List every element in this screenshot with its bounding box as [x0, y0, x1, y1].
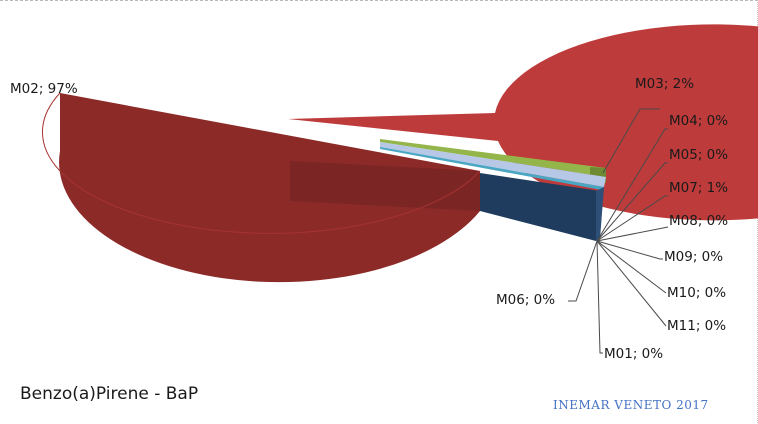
chart-credit: INEMAR VENETO 2017	[553, 398, 709, 412]
pie-slice-m02-side-shade	[290, 161, 480, 211]
label-m09: M09; 0%	[664, 249, 723, 265]
leader-m09	[596, 240, 663, 260]
leader-m11	[596, 240, 667, 327]
label-m05: M05; 0%	[669, 147, 728, 163]
label-m10: M10; 0%	[667, 285, 726, 301]
leader-m05	[596, 162, 668, 242]
leader-m06	[568, 240, 598, 302]
pie-slice-m01	[480, 173, 600, 241]
pie-slice-m05	[380, 147, 604, 190]
pie-slice-m02-rim	[41, 92, 481, 234]
label-m06: M06; 0%	[496, 292, 555, 308]
label-m02: M02; 97%	[10, 81, 78, 97]
leader-m04	[596, 128, 668, 242]
label-m04: M04; 0%	[669, 113, 728, 129]
label-m03: M03; 2%	[635, 76, 694, 92]
leader-m01	[596, 240, 603, 354]
label-m07: M07; 1%	[669, 180, 728, 196]
pie-slice-m02-side	[59, 93, 480, 283]
leader-m07	[596, 195, 668, 242]
pie-slice-m03	[380, 139, 606, 177]
label-m08: M08; 0%	[669, 213, 728, 229]
pie-slice-m02	[288, 24, 758, 221]
pie-slice-m07	[380, 142, 606, 187]
label-m11: M11; 0%	[667, 318, 726, 334]
leader-lines	[568, 108, 669, 354]
label-m01: M01; 0%	[604, 346, 663, 362]
leader-m08	[596, 226, 669, 242]
chart-title: Benzo(a)Pirene - BaP	[20, 384, 198, 404]
leader-m10	[596, 240, 667, 294]
leader-m03	[602, 108, 660, 174]
pie-slice-m01-edge	[596, 187, 604, 241]
